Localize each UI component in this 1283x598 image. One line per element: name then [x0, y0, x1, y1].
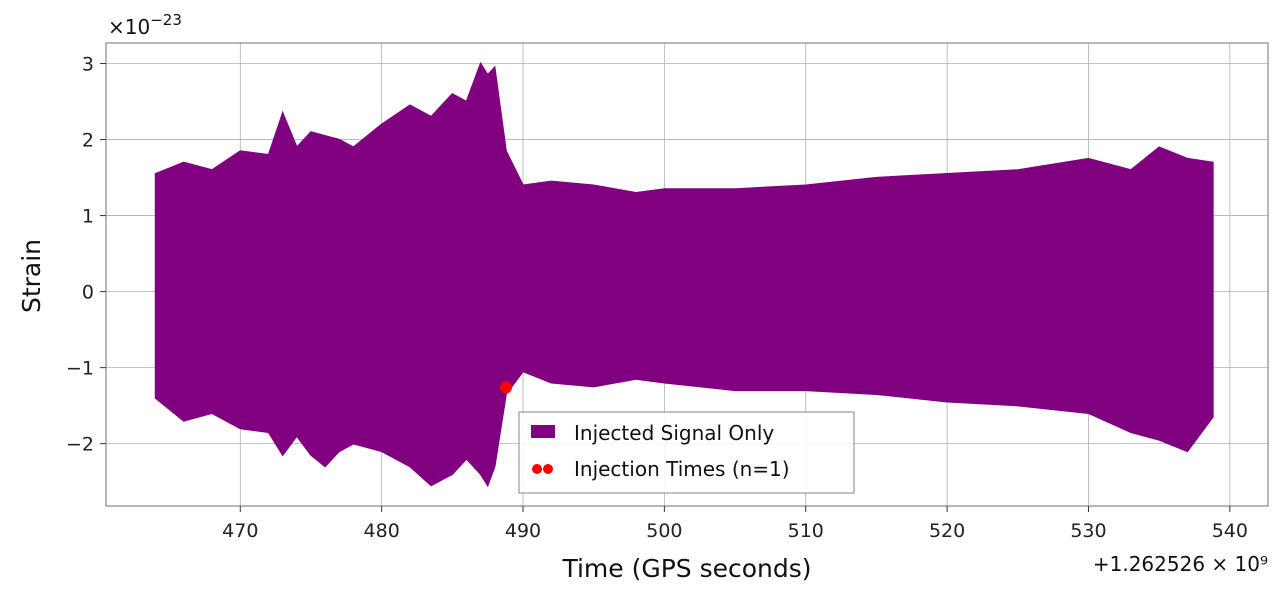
y-axis-label: Strain	[17, 239, 46, 313]
x-tick-label: 540	[1212, 520, 1248, 542]
x-tick-label: 490	[505, 520, 541, 542]
x-tick-label: 510	[788, 520, 824, 542]
legend-label-injected-signal: Injected Signal Only	[574, 421, 774, 445]
y-tick-label: −2	[66, 434, 94, 456]
x-axis-label: Time (GPS seconds)	[561, 554, 811, 583]
plot-area	[154, 61, 1214, 488]
x-tick-label: 470	[222, 520, 258, 542]
legend-label-injection-times: Injection Times (n=1)	[574, 457, 790, 481]
y-tick-label: −1	[66, 358, 94, 380]
y-tick-label: 2	[82, 130, 94, 152]
strain-series-band	[154, 61, 1214, 488]
x-tick-label: 520	[929, 520, 965, 542]
y-scale-exponent: −23	[150, 11, 182, 29]
y-scale-factor: ×10−23	[108, 11, 182, 39]
x-offset-label: +1.262526 × 10⁹	[1093, 552, 1268, 576]
legend-box	[518, 411, 855, 494]
legend: Injected Signal Only Injection Times (n=…	[518, 411, 855, 494]
legend-marker-injection-times-2	[543, 464, 553, 474]
axes-frame	[105, 42, 1269, 507]
x-tick-label: 480	[364, 520, 400, 542]
y-tick-label: 3	[82, 54, 94, 76]
legend-swatch-injected-signal	[531, 425, 555, 438]
y-tick-label: 1	[82, 206, 94, 228]
injection-time-point	[500, 381, 513, 394]
x-tick-label: 500	[646, 520, 682, 542]
y-tick-label: 0	[82, 282, 94, 304]
legend-marker-injection-times-1	[532, 464, 542, 474]
axis-ticks: 470 480 490 500 510 520 530 540 −2 −1 0 1 2 3	[66, 54, 1248, 542]
y-scale-base: ×10	[108, 15, 150, 39]
x-tick-label: 530	[1070, 520, 1106, 542]
